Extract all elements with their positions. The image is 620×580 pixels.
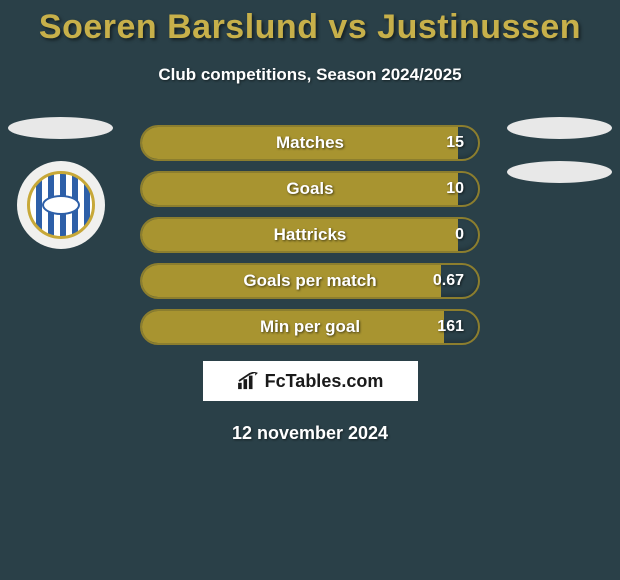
stat-value-right: 0 [455, 226, 464, 244]
stat-label: Goals per match [142, 271, 478, 291]
stat-bar: Min per goal161 [140, 309, 480, 345]
stat-label: Goals [142, 179, 478, 199]
left-club-badge [17, 161, 105, 249]
brand-text: FcTables.com [265, 371, 384, 392]
stat-label: Hattricks [142, 225, 478, 245]
stat-label: Matches [142, 133, 478, 153]
stats-bars: Matches15 Goals10 Hattricks0 Goals per matc… [140, 125, 480, 345]
content-area: Matches15 Goals10 Hattricks0 Goals per matc… [0, 125, 620, 444]
right-club-oval [507, 161, 612, 183]
stat-value-right: 15 [446, 134, 464, 152]
stat-value-right: 10 [446, 180, 464, 198]
stat-label: Min per goal [142, 317, 478, 337]
left-player-name-oval [8, 117, 113, 139]
stat-bar: Matches15 [140, 125, 480, 161]
left-player-column [8, 117, 113, 249]
right-player-name-oval [507, 117, 612, 139]
stat-bar: Goals10 [140, 171, 480, 207]
stat-bar: Goals per match0.67 [140, 263, 480, 299]
date-text: 12 november 2024 [0, 423, 620, 444]
stat-bar: Hattricks0 [140, 217, 480, 253]
right-player-column [507, 117, 612, 205]
stat-value-right: 161 [437, 318, 464, 336]
stat-value-right: 0.67 [433, 272, 464, 290]
brand-box: FcTables.com [203, 361, 418, 401]
page-title: Soeren Barslund vs Justinussen [0, 0, 620, 47]
chart-icon [237, 372, 259, 390]
club-badge-icon [27, 171, 95, 239]
subtitle: Club competitions, Season 2024/2025 [0, 65, 620, 85]
